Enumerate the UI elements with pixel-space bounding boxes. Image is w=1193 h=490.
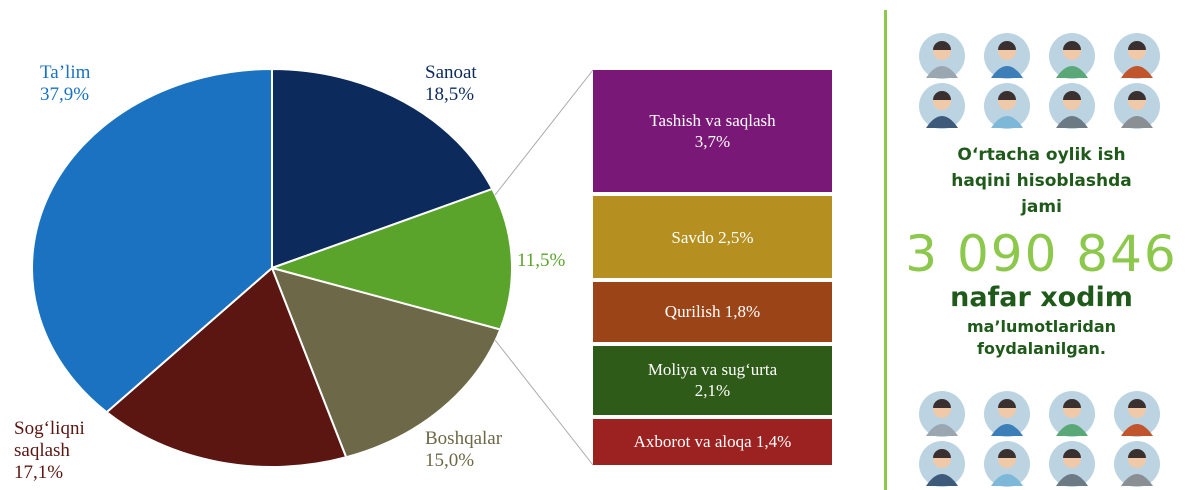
headline: 3 090 846 [887,225,1193,283]
bar: Axborot va aloqa 1,4% [593,419,832,465]
bar: Tashish va saqlash 3,7% [593,70,832,192]
category-label: Tashish va saqlash [649,111,775,130]
category-label: Ta’lim [40,62,170,84]
bar: Qurilish 1,8% [593,282,832,341]
value-label: 17,1% [14,462,109,484]
intro: O‘rtacha oylik ish haqini hisoblashda ja… [887,142,1193,220]
outro: ma’lumotlaridan foydalanilgan. [887,316,1193,360]
category-label: Axborot va aloqa [634,432,752,451]
category-label: Sog‘liqni saqlash [14,418,109,462]
subhead: nafar xodim [887,282,1193,313]
value-label: 3,7% [695,132,730,151]
category-label: Moliya va sug‘urta [648,360,777,379]
value-label: 15,0% [425,450,555,472]
bar: Moliya va sug‘urta 2,1% [593,346,832,415]
value-label: 1,4% [756,432,791,451]
bar-label: Axborot va aloqa 1,4% [634,431,792,452]
bar-label: Qurilish 1,8% [665,301,760,322]
category-label: Qurilish [665,302,721,321]
info-panel: O‘rtacha oylik ish haqini hisoblashda ja… [884,10,1193,490]
category-label: Savdo [671,228,714,247]
page: O‘rtacha oylik ish haqini hisoblashda ja… [0,0,1193,490]
category-label: Sanoat [425,62,555,84]
value-label: 2,1% [695,381,730,400]
category-label: Boshqalar [425,428,555,450]
bar-label: Moliya va sug‘urta 2,1% [648,359,777,401]
value-label: 37,9% [40,84,170,106]
value-label: 1,8% [725,302,760,321]
value-label: 2,5% [718,228,753,247]
bar-label: Tashish va saqlash 3,7% [649,110,775,152]
bar: Savdo 2,5% [593,196,832,278]
bar-label: Savdo 2,5% [671,227,753,248]
value-label: 18,5% [425,84,555,106]
